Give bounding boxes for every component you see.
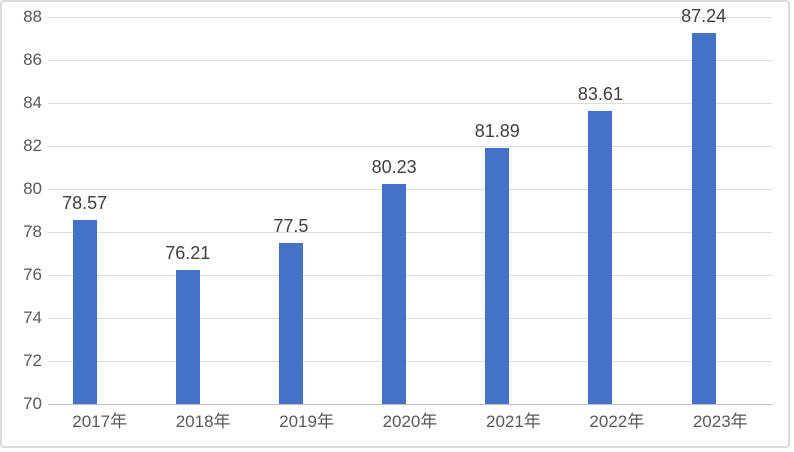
x-category-label: 2023年	[692, 412, 748, 431]
x-category-label: 2017年	[72, 412, 128, 431]
x-category-label: 2020年	[382, 412, 438, 431]
y-tick-label: 72	[23, 351, 42, 370]
bar-2019年	[278, 242, 303, 404]
bar-2017年	[72, 219, 97, 404]
gridline	[48, 146, 772, 147]
y-tick-label: 86	[23, 50, 42, 69]
bar-value-label: 83.61	[577, 84, 623, 105]
bar-2018年	[175, 270, 200, 404]
x-category-label: 2019年	[279, 412, 334, 431]
bar-2022年	[588, 111, 613, 404]
y-tick-label: 84	[23, 93, 42, 112]
gridline	[48, 232, 772, 233]
bar-value-label: 81.89	[474, 121, 520, 142]
bar-value-label: 80.23	[371, 157, 417, 178]
gridline	[48, 318, 772, 319]
gridline	[48, 189, 772, 190]
x-category-label: 2018年	[175, 412, 231, 431]
bar-2021年	[485, 148, 510, 404]
bar-2023年	[691, 33, 716, 404]
gridline	[48, 361, 772, 362]
gridline	[48, 103, 772, 104]
x-category-label: 2021年	[485, 412, 541, 431]
x-category-label: 2022年	[589, 412, 645, 431]
y-tick-label: 82	[23, 136, 42, 155]
y-tick-label: 70	[23, 394, 42, 413]
y-tick-label: 88	[23, 7, 42, 26]
bar-value-label: 77.5	[273, 215, 309, 236]
gridline	[48, 60, 772, 61]
y-tick-label: 78	[23, 222, 42, 241]
bar-2020年	[382, 184, 407, 404]
y-tick-label: 80	[23, 179, 42, 198]
gridline	[48, 17, 772, 18]
x-axis-line	[48, 404, 772, 405]
gridline	[48, 275, 772, 276]
y-tick-label: 74	[23, 308, 42, 327]
bar-value-label: 76.21	[165, 243, 211, 264]
y-tick-label: 76	[23, 265, 42, 284]
bar-value-label: 87.24	[681, 6, 727, 27]
bar-value-label: 78.57	[62, 192, 108, 213]
